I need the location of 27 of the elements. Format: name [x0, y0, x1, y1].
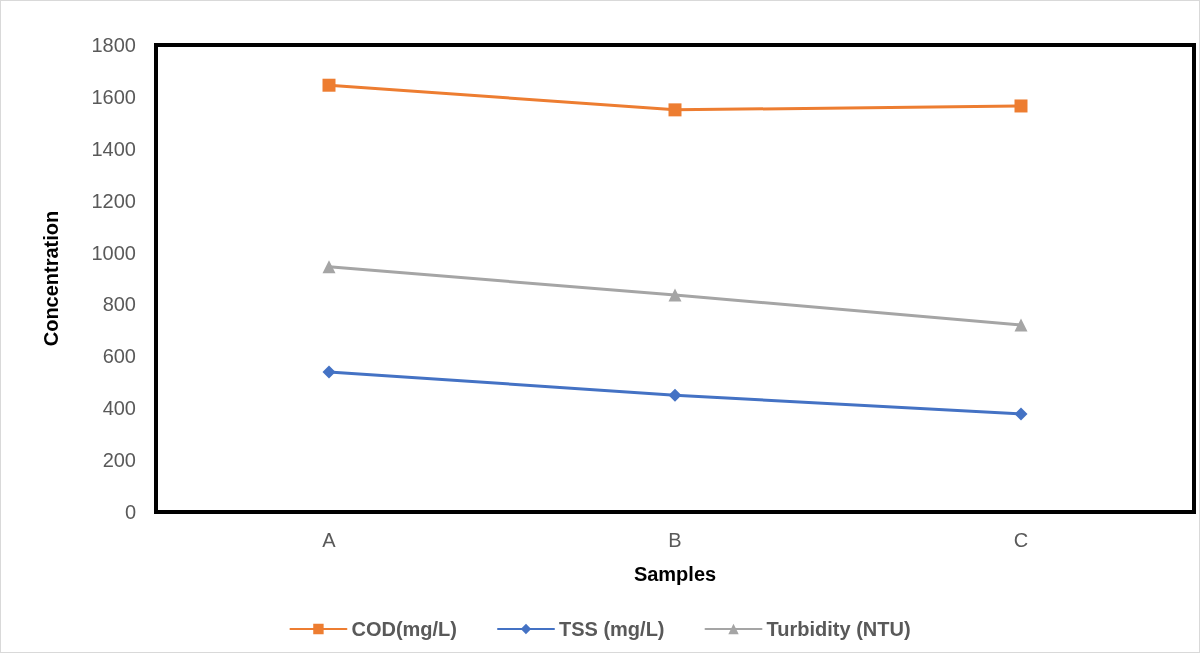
point — [322, 78, 336, 92]
point — [1014, 99, 1028, 113]
y-tick-label: 1800 — [91, 34, 136, 56]
y-tick-label: 1600 — [91, 85, 136, 108]
point — [668, 388, 682, 402]
x-tick-label: C — [1013, 529, 1029, 551]
x-axis-title: Samples — [633, 563, 717, 585]
point — [1014, 318, 1028, 332]
x-tick-label: B — [668, 529, 682, 551]
y-axis-title: Concentration — [40, 210, 62, 347]
legend-label: Turbidity (NTU) — [766, 618, 911, 640]
point — [322, 260, 336, 274]
x-tick-label: A — [322, 529, 337, 551]
y-tick-label: 200 — [102, 449, 136, 472]
y-tick-label: 1000 — [91, 241, 136, 264]
legend-label: COD(mg/L) — [351, 618, 457, 640]
legend-label: TSS (mg/L) — [558, 618, 665, 640]
point — [1014, 407, 1028, 421]
point — [668, 103, 682, 117]
point — [322, 365, 336, 379]
y-tick-label: 1400 — [91, 137, 136, 160]
y-tick-label: 400 — [102, 397, 136, 420]
y-tick-label: 0 — [124, 501, 136, 523]
y-tick-label: 800 — [102, 293, 136, 316]
y-tick-label: 1200 — [91, 189, 136, 212]
point — [668, 288, 682, 302]
y-tick-label: 600 — [102, 345, 136, 368]
